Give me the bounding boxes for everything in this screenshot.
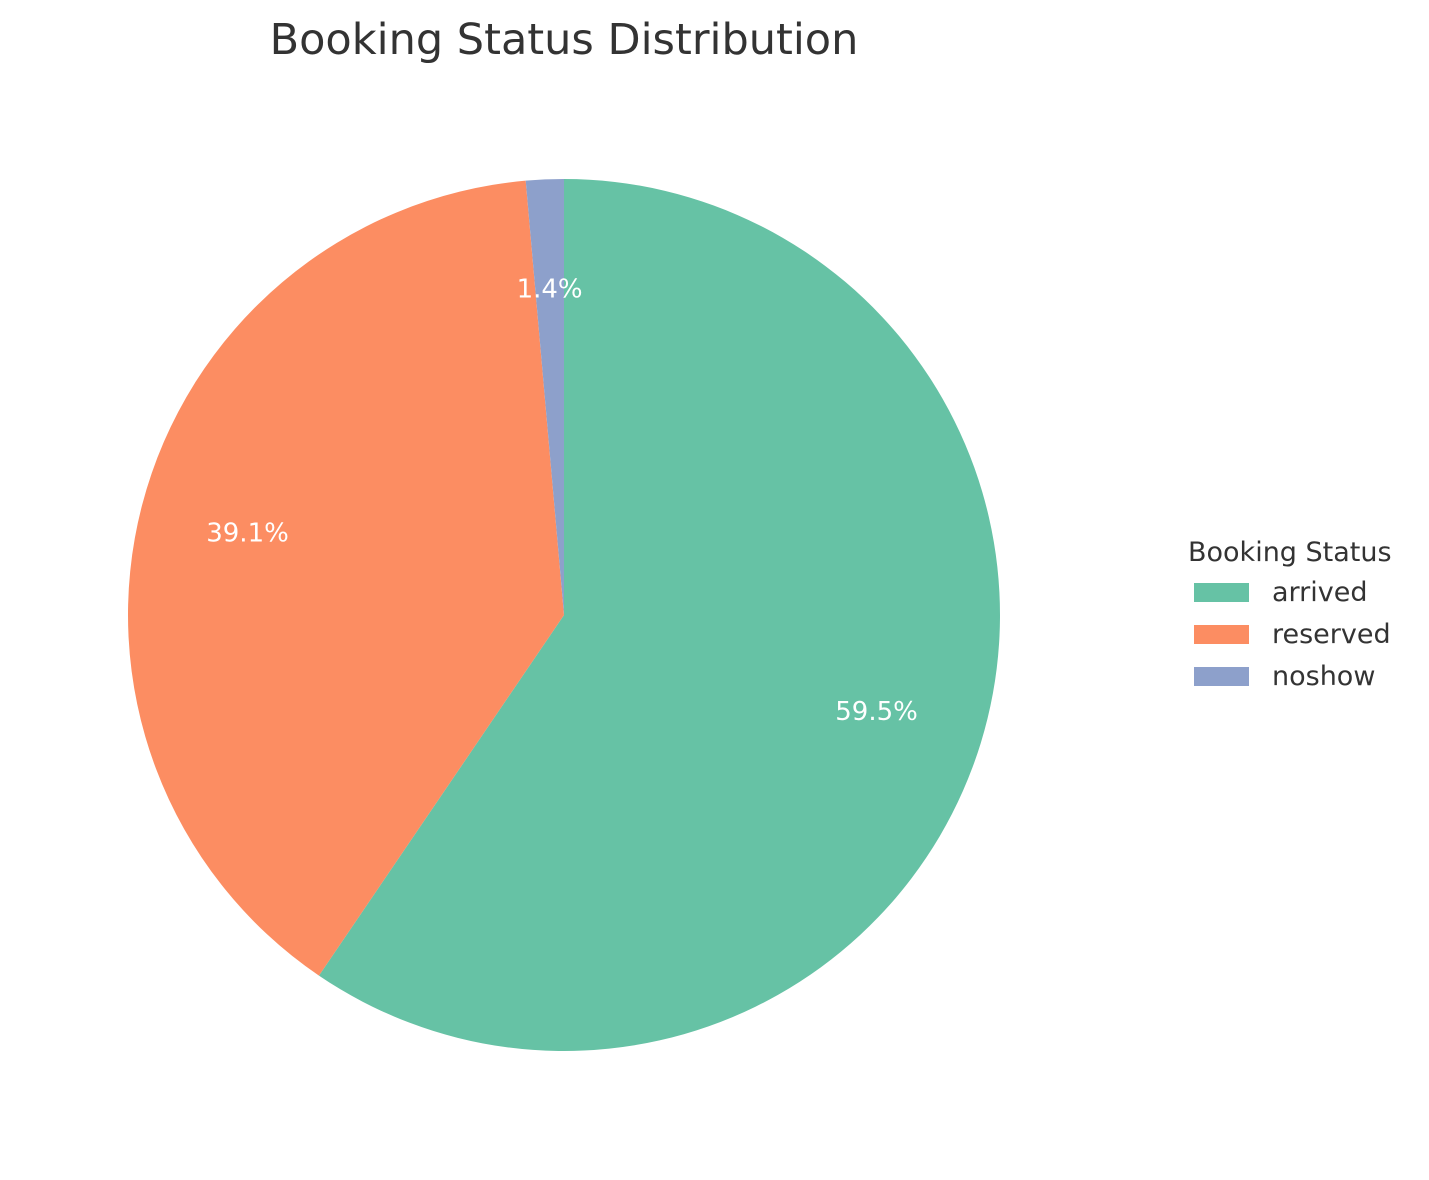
pie-slice-labels: 59.5% 39.1% 1.4% bbox=[206, 274, 918, 727]
pie-slice-reserved bbox=[128, 180, 565, 976]
legend-items: arrived reserved noshow bbox=[1194, 577, 1391, 692]
legend-swatch-noshow bbox=[1194, 667, 1249, 686]
legend-title: Booking Status bbox=[1188, 537, 1392, 568]
slice-label-reserved: 39.1% bbox=[206, 519, 289, 549]
legend-label-arrived: arrived bbox=[1272, 577, 1368, 608]
legend: Booking Status arrived reserved noshow bbox=[1188, 537, 1392, 692]
pie-slices bbox=[128, 178, 1001, 1052]
slice-label-arrived: 59.5% bbox=[835, 697, 918, 727]
pie-slice-noshow bbox=[525, 179, 564, 615]
legend-label-reserved: reserved bbox=[1272, 619, 1391, 650]
legend-label-noshow: noshow bbox=[1272, 661, 1375, 692]
pie-slice-arrived bbox=[318, 178, 1001, 1052]
legend-swatch-reserved bbox=[1194, 625, 1249, 644]
chart-title: Booking Status Distribution bbox=[270, 15, 859, 65]
slice-label-noshow: 1.4% bbox=[517, 274, 583, 304]
legend-swatch-arrived bbox=[1194, 583, 1249, 602]
